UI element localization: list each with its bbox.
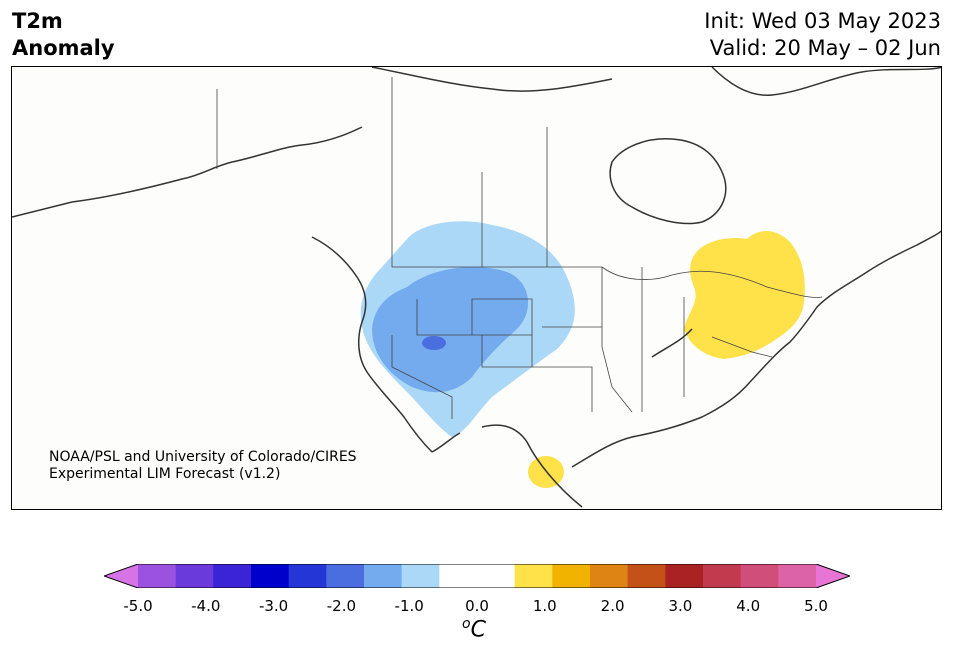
warm-anomaly-east [684, 231, 805, 359]
colorbar-segment [740, 564, 779, 588]
colorbar-tick-label: 1.0 [532, 597, 557, 615]
credit-line-2: Experimental LIM Forecast (v1.2) [49, 466, 281, 482]
colorbar-segment [439, 564, 478, 588]
init-date: Init: Wed 03 May 2023 [704, 9, 941, 33]
colorbar-tick-label: -1.0 [394, 597, 424, 615]
credit-line-1: NOAA/PSL and University of Colorado/CIRE… [49, 449, 357, 465]
cold-anomaly-core [422, 336, 446, 350]
colorbar-unit: oC [462, 616, 486, 642]
colorbar-tick-label: 4.0 [736, 597, 761, 615]
colorbar-svg [102, 563, 852, 589]
colorbar-segment [175, 564, 214, 588]
colorbar-segment [477, 564, 516, 588]
borders [216, 77, 823, 419]
title-line-2: Anomaly [12, 36, 115, 60]
colorbar-segment [364, 564, 403, 588]
forecast-dates: Init: Wed 03 May 2023 Valid: 20 May – 02… [704, 8, 941, 62]
colorbar-segment [627, 564, 666, 588]
colorbar-segment [288, 564, 327, 588]
colorbar [102, 563, 852, 589]
colorbar-tick-label: -2.0 [326, 597, 357, 615]
valid-period: Valid: 20 May – 02 Jun [709, 36, 941, 60]
colorbar-segment [778, 564, 817, 588]
colorbar-segment [665, 564, 704, 588]
colorbar-segment [213, 564, 252, 588]
colorbar-segment [590, 564, 629, 588]
colorbar-ticks: -5.0 -4.0 -3.0 -2.0 -1.0 0.0 1.0 2.0 3.0 4.0 5.0 [0, 597, 953, 617]
colorbar-segment [401, 564, 440, 588]
unit-base: C [470, 617, 486, 643]
colorbar-segment [514, 564, 553, 588]
credit-text: NOAA/PSL and University of Colorado/CIRE… [49, 449, 357, 483]
map-canvas [12, 67, 941, 508]
anomaly-map [11, 66, 942, 510]
colorbar-segment [251, 564, 290, 588]
cold-anomaly-mid [372, 267, 529, 393]
colorbar-segment [326, 564, 365, 588]
colorbar-extend-high [816, 564, 850, 588]
coastlines [12, 67, 941, 508]
title-line-1: T2m [12, 9, 63, 33]
colorbar-tick-label: 3.0 [668, 597, 693, 615]
colorbar-segment [703, 564, 742, 588]
colorbar-extend-low [104, 564, 138, 588]
colorbar-tick-label: 2.0 [600, 597, 625, 615]
colorbar-tick-label: -4.0 [191, 597, 221, 615]
map-title: T2m Anomaly [12, 8, 115, 62]
colorbar-segment [552, 564, 591, 588]
colorbar-tick-label: -3.0 [258, 597, 289, 615]
colorbar-tick-label: 5.0 [804, 597, 828, 615]
unit-superscript: o [462, 616, 471, 632]
colorbar-segment [138, 564, 177, 588]
colorbar-tick-label: 0.0 [465, 597, 489, 615]
colorbar-tick-label: -5.0 [123, 597, 153, 615]
